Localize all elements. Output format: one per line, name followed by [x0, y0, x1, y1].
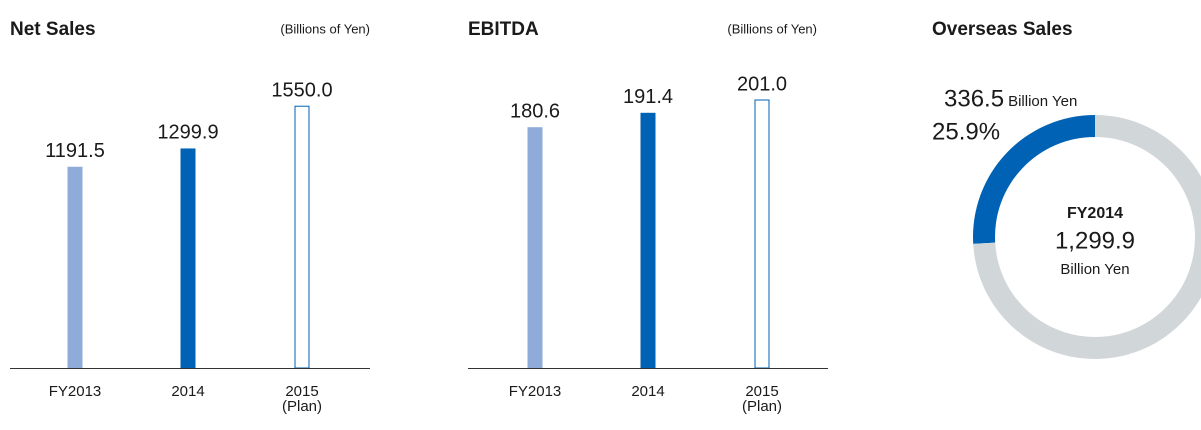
chart-title: Overseas Sales: [932, 19, 1073, 40]
x-tick-label: FY2013: [509, 383, 562, 400]
value-label: 25.9%: [932, 118, 1000, 145]
x-tick-label: 2014: [171, 383, 204, 400]
chart-title: EBITDA: [468, 19, 539, 40]
bar: [180, 148, 196, 368]
donut-segment: [973, 115, 1095, 244]
value-label: 1299.9: [157, 122, 218, 144]
center-value: 1,299.9: [1055, 227, 1135, 254]
value-label: 191.4: [623, 86, 673, 108]
value-label: 180.6: [510, 100, 560, 122]
x-tick-label: 2014: [631, 383, 664, 400]
bar: [754, 99, 770, 369]
center-title: FY2014: [1067, 205, 1123, 222]
value-label: 1550.0: [271, 80, 332, 102]
chart-title: Net Sales: [10, 19, 96, 40]
x-tick-label: 2015 (Plan): [742, 383, 782, 415]
center-unit: Billion Yen: [1060, 261, 1129, 278]
value-label: 1191.5: [45, 140, 105, 162]
value-label: 201.0: [737, 73, 787, 95]
bar: [67, 166, 83, 368]
chart-subtitle: (Billions of Yen): [280, 21, 370, 36]
amount-unit: Billion Yen: [1008, 93, 1077, 110]
x-tick-label: 2015 (Plan): [282, 383, 322, 415]
x-tick-label: FY2013: [49, 383, 102, 400]
amount: 336.5: [944, 85, 1004, 112]
bar: [527, 127, 543, 368]
bar: [640, 112, 656, 368]
bar: [294, 105, 310, 369]
chart-subtitle: (Billions of Yen): [727, 21, 817, 36]
